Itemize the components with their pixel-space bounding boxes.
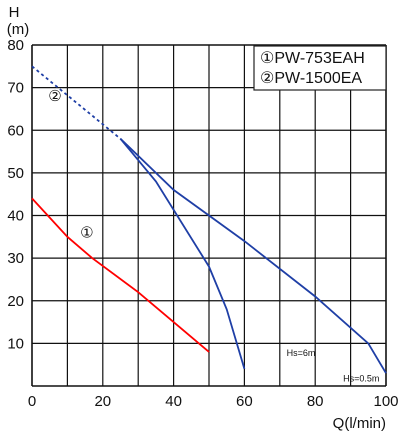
y-tick-label: 80: [7, 37, 24, 54]
y-tick-label: 60: [7, 122, 24, 139]
legend-entry: ①PW-753EAH: [260, 50, 365, 67]
x-tick-label: 60: [236, 393, 253, 410]
x-tick-label: 100: [373, 393, 398, 410]
x-tick-label: 0: [28, 393, 36, 410]
y-tick-label: 70: [7, 80, 24, 97]
hs-annotation: Hs=6m: [287, 348, 316, 358]
x-tick-label: 40: [165, 393, 182, 410]
x-tick-label: 80: [307, 393, 324, 410]
y-tick-label: 40: [7, 208, 24, 225]
y-tick-label: 10: [7, 335, 24, 352]
legend-entry: ②PW-1500EA: [260, 70, 362, 87]
y-tick-label: 50: [7, 165, 24, 182]
y-axis-unit-sub: (m): [7, 21, 30, 38]
series-line: [119, 138, 387, 374]
legend: ①PW-753EAH ②PW-1500EA: [260, 50, 365, 87]
series-line: [119, 138, 246, 370]
series-lines: [31, 65, 387, 374]
legend-box: [253, 45, 387, 91]
series-2-marker: ②: [48, 87, 61, 105]
y-tick-label: 30: [7, 250, 24, 267]
chart-text: 0 20 40 60 80 100 10 20 30 40 50 60 70 80 H(m) Q(l/min)…: [7, 4, 399, 432]
x-axis-label: Q(l/min): [333, 415, 386, 432]
hs-annotation: Hs=0.5m: [343, 374, 379, 384]
series-dashed-extension: [31, 65, 122, 140]
y-axis-unit-label: H: [9, 4, 20, 21]
series-line: [31, 197, 210, 353]
series-1-marker: ①: [80, 224, 93, 242]
y-tick-label: 20: [7, 293, 24, 310]
x-tick-label: 20: [94, 393, 111, 410]
grid: [31, 44, 387, 387]
